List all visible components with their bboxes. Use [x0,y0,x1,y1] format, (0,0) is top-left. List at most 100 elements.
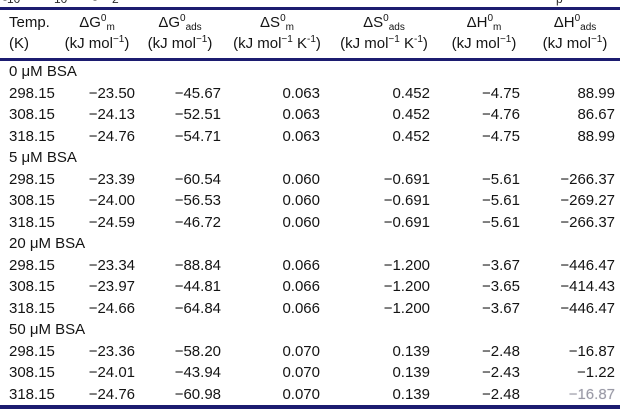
value-cell: −24.76 [88,385,135,403]
value-cell: 0.060 [282,213,320,231]
value-cell: −45.67 [174,84,221,102]
value-cell: −2.43 [482,364,520,381]
value-cell: −54.71 [174,127,221,145]
value-cell: −23.36 [88,342,135,360]
col-header-dS-m: ΔS0m (kJ mol−1 K-1) [224,8,330,61]
section-row: 5 μM BSA [0,147,620,169]
value-cell: −5.61 [482,213,520,231]
table-row: 298.15 −23.50 −45.67 0.063 0.452 −4.75 88.99 [0,83,620,105]
value-cell: −5.61 [482,192,520,209]
table-row: 308.15 −24.13 −52.51 0.063 0.452 −4.76 86.67 [0,104,620,126]
value-cell: −24.59 [88,213,135,231]
value-cell: 0.060 [282,170,320,188]
value-cell: 0.139 [392,342,430,360]
cropped-caption-fragments: -10 10 - 2 p [0,0,620,7]
header-unit: (kJ mol−1) [64,34,130,53]
table-row: 308.15 −23.97 −44.81 0.066 −1.200 −3.65 −414.4… [0,276,620,298]
caption-fragment: -10 [3,0,20,6]
table-row: 318.15 −24.76 −60.98 0.070 0.139 −2.48 −16.87 [0,384,620,408]
value-cell: −269.27 [560,192,615,209]
section-label: 0 μM BSA [9,63,77,80]
value-cell: −46.72 [174,213,221,231]
caption-fragment: p [556,0,563,6]
value-cell: 0.452 [392,84,430,102]
value-cell: 0.063 [282,127,320,145]
value-cell: −1.200 [383,299,430,317]
table-row: 308.15 −24.01 −43.94 0.070 0.139 −2.43 −1.22 [0,362,620,384]
value-cell: 0.060 [282,192,320,209]
table-row: 308.15 −24.00 −56.53 0.060 −0.691 −5.61 −269.2… [0,190,620,212]
value-cell: −58.20 [174,342,221,360]
value-cell: 0.070 [282,364,320,381]
value-cell: −24.13 [88,106,135,123]
value-cell: −0.691 [383,170,430,188]
value-cell: −23.39 [88,170,135,188]
header-unit: (kJ mol−1 K-1) [233,34,321,53]
section-label: 5 μM BSA [9,149,77,166]
value-cell: 0.452 [392,106,430,123]
value-cell: −414.43 [560,278,615,295]
value-cell: 0.063 [282,84,320,102]
value-cell: −4.75 [482,127,520,145]
value-cell: 0.070 [282,342,320,360]
temperature-cell: 318.15 [9,385,55,403]
value-cell: −64.84 [174,299,221,317]
value-cell: −16.87 [568,385,615,403]
col-header-temp: Temp. (K) [0,8,58,61]
value-cell: −24.01 [88,364,135,381]
value-cell: −88.84 [174,256,221,274]
temperature-cell: 308.15 [9,278,55,295]
table-row: 298.15 −23.39 −60.54 0.060 −0.691 −5.61 −266.3… [0,169,620,191]
value-cell: −52.51 [174,106,221,123]
col-header-dG-ads: ΔG0ads (kJ mol−1) [136,8,224,61]
value-cell: −1.200 [383,278,430,295]
header-unit: (kJ mol−1) [147,34,213,53]
section-row: 50 μM BSA [0,319,620,341]
value-cell: −0.691 [383,213,430,231]
value-cell: −266.37 [560,213,615,231]
table-row: 298.15 −23.34 −88.84 0.066 −1.200 −3.67 −446.4… [0,255,620,277]
temperature-cell: 318.15 [9,213,55,231]
header-symbol: Temp. [9,14,50,31]
section-label: 50 μM BSA [9,321,86,338]
table-row: 298.15 −23.36 −58.20 0.070 0.139 −2.48 −16.87 [0,341,620,363]
value-cell: −24.00 [88,192,135,209]
value-cell: 86.67 [577,106,615,123]
section-row: 0 μM BSA [0,60,620,83]
header-unit: (K) [9,35,29,52]
temperature-cell: 298.15 [9,342,55,360]
value-cell: −24.76 [88,127,135,145]
header-unit: (kJ mol−1) [451,34,517,53]
value-cell: −3.67 [482,256,520,274]
col-header-dH-ads: ΔH0ads (kJ mol−1) [530,8,620,61]
value-cell: −4.76 [482,106,520,123]
value-cell: 88.99 [577,127,615,145]
value-cell: 0.139 [392,364,430,381]
section-label: 20 μM BSA [9,235,86,252]
table-row: 318.15 −24.59 −46.72 0.060 −0.691 −5.61 −266.3… [0,212,620,234]
temperature-cell: 298.15 [9,170,55,188]
value-cell: 88.99 [577,84,615,102]
value-cell: 0.452 [392,127,430,145]
value-cell: −56.53 [174,192,221,209]
col-header-dG-m: ΔG0m (kJ mol−1) [58,8,136,61]
temperature-cell: 318.15 [9,299,55,317]
value-cell: −24.66 [88,299,135,317]
table-row: 318.15 −24.76 −54.71 0.063 0.452 −4.75 88.99 [0,126,620,148]
temperature-cell: 308.15 [9,192,55,209]
value-cell: 0.139 [392,385,430,403]
value-cell: −3.65 [482,278,520,295]
temperature-cell: 318.15 [9,127,55,145]
temperature-cell: 308.15 [9,364,55,381]
header-unit: (kJ mol−1) [542,34,608,53]
caption-fragment: 2 [112,0,119,6]
value-cell: −44.81 [174,278,221,295]
value-cell: −446.47 [560,299,615,317]
value-cell: −60.98 [174,385,221,403]
value-cell: −16.87 [568,342,615,360]
value-cell: 0.066 [282,278,320,295]
value-cell: −23.97 [88,278,135,295]
table-row: 318.15 −24.66 −64.84 0.066 −1.200 −3.67 −446.4… [0,298,620,320]
value-cell: 0.066 [282,256,320,274]
temperature-cell: 298.15 [9,84,55,102]
